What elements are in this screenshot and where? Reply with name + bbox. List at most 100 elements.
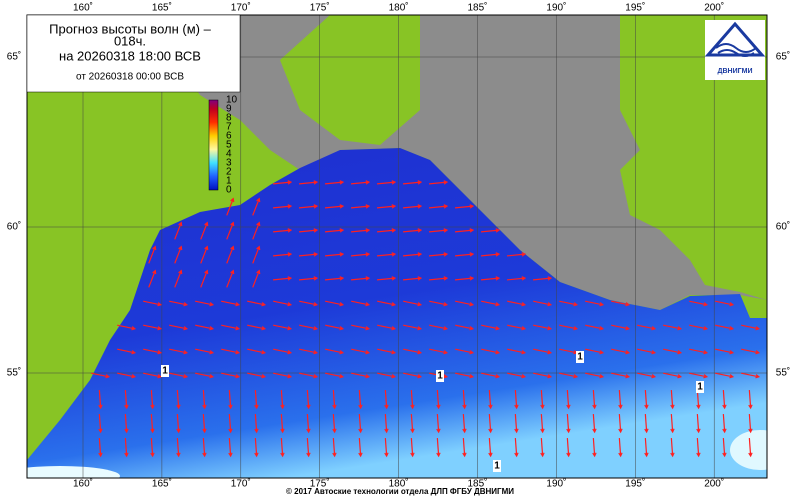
wave-arrow [689,348,709,355]
wave-arrow [228,437,233,458]
scale-label: 1 [226,176,232,187]
lon-label: 190˚ [546,478,566,490]
contour-label-bg [576,351,584,363]
wave-arrow [429,348,449,355]
wave-arrow [429,324,449,331]
wave-arrow [507,348,527,355]
wave-arrow [585,372,605,379]
wave-arrow [592,437,597,458]
wave-arrow [252,197,261,216]
wave-arrow [689,300,709,307]
scale-label: 5 [226,140,232,151]
lon-label: 165˚ [152,2,172,14]
wave-arrow [358,437,363,458]
wave-arrow [566,437,571,458]
chukotka [280,15,420,145]
contour-label-bg [161,365,169,377]
wave-arrow [618,389,623,410]
wave-arrow [299,324,319,331]
wave-arrow [299,300,319,307]
wave-arrow [273,372,293,379]
wave-arrow [143,300,163,307]
wave-arrow [663,324,683,331]
wave-arrow [454,276,475,281]
lat-label: 55˚ [7,367,21,379]
wave-arrow [150,413,155,434]
wave-arrow [332,389,337,410]
wave-arrow [384,389,389,410]
wave-arrow [252,245,261,264]
wave-arrow [200,221,209,240]
wave-arrow [480,228,501,233]
issued-time: от 20260318 00:00 ВСВ [76,72,184,83]
wave-arrow [226,197,235,216]
wave-arrow [117,348,137,355]
wave-arrow [169,324,189,331]
wave-arrow [403,324,423,331]
lon-label: 195˚ [625,478,645,490]
logo-waves [715,43,757,57]
wave-arrow [324,252,345,257]
wave-arrow [455,348,475,355]
lat-label: 60˚ [776,221,790,233]
wave-arrow [429,300,449,307]
wave-arrow [247,372,267,379]
wave-arrow [325,372,345,379]
wave-arrow [748,437,753,458]
wave-arrow [376,228,397,233]
wave-arrow [117,372,137,379]
wave-arrow [402,252,423,257]
alaska [620,15,767,300]
lon-label: 200˚ [704,2,724,14]
wave-arrow [481,300,501,307]
logo [705,20,765,80]
wave-arrow [618,437,623,458]
wave-arrow [195,348,215,355]
wave-arrow [455,372,475,379]
wave-arrow [377,324,397,331]
wave-arrow [306,389,311,410]
title-box [26,14,241,93]
wave-arrow [540,413,545,434]
wave-arrow [715,372,735,379]
wave-arrow [377,348,397,355]
wave-arrow [488,437,493,458]
lon-label: 160˚ [73,478,93,490]
wave-arrow [176,389,181,410]
wave-arrow [174,221,183,240]
scale-label: 8 [226,113,232,124]
wave-arrow [585,324,605,331]
wave-arrow [174,269,183,288]
scale-label: 7 [226,122,232,133]
lon-label: 185˚ [467,2,487,14]
wave-arrow [428,228,449,233]
wave-arrow [670,413,675,434]
wave-arrow [169,300,189,307]
wave-arrow [272,228,293,233]
wave-arrow [428,204,449,209]
sea [27,148,767,478]
wave-arrow [689,324,709,331]
wave-arrow [689,372,709,379]
wave-arrow [436,437,441,458]
wave-arrow [254,437,259,458]
wave-arrow [148,269,157,288]
wave-arrow [533,300,553,307]
wave-arrow [351,300,371,307]
wave-arrow [540,389,545,410]
wave-arrow [298,252,319,257]
wave-arrow [200,245,209,264]
wave-arrow [325,348,345,355]
wave-arrow [663,348,683,355]
wave-arrow [273,324,293,331]
wave-arrow [410,389,415,410]
wave-arrow [559,300,579,307]
wave-arrow [644,437,649,458]
wave-arrow [376,252,397,257]
wave-arrow [384,437,389,458]
wave-arrow [741,372,761,379]
footer: © 2017 Автоские технологии отдела ДЛП ФГ… [286,487,514,496]
wave-arrow [455,324,475,331]
wave-arrow [358,413,363,434]
